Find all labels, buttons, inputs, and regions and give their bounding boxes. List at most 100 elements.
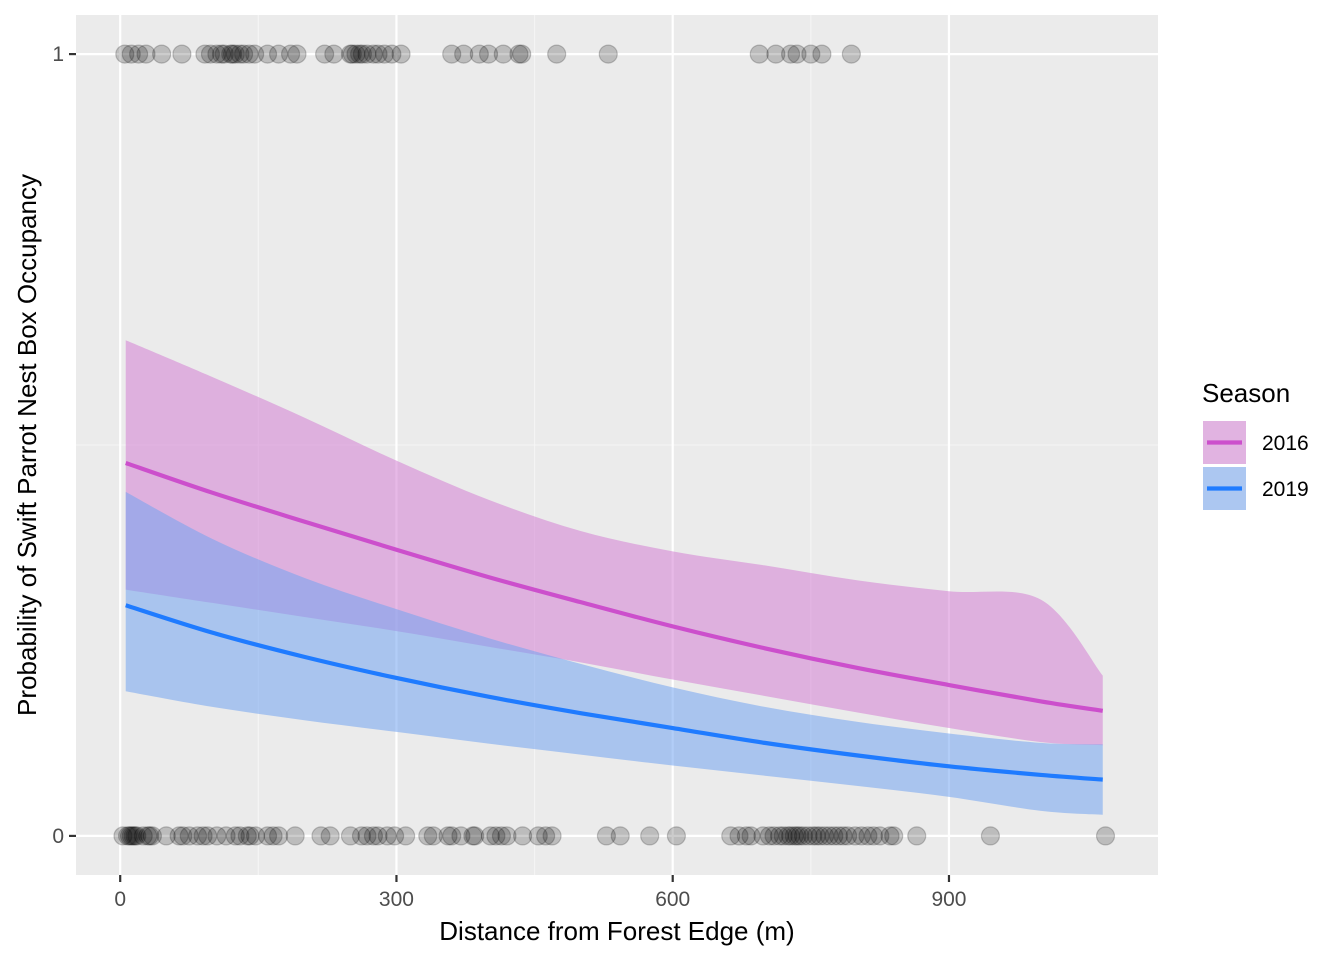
- point-occupied: [382, 44, 402, 64]
- legend-title: Season: [1202, 378, 1290, 408]
- point-unoccupied: [173, 826, 193, 846]
- x-tick-label: 300: [379, 888, 414, 911]
- point-occupied: [287, 44, 307, 64]
- point-occupied: [221, 44, 241, 64]
- point-unoccupied: [1095, 826, 1116, 846]
- point-unoccupied: [357, 826, 377, 846]
- point-unoccupied: [819, 826, 839, 846]
- point-unoccupied: [368, 826, 388, 846]
- point-occupied: [195, 44, 215, 64]
- point-unoccupied: [815, 826, 835, 846]
- point-unoccupied: [385, 826, 405, 846]
- point-occupied: [391, 44, 411, 64]
- point-occupied: [342, 44, 362, 64]
- point-unoccupied: [138, 826, 158, 846]
- point-unoccupied: [769, 826, 790, 846]
- point-unoccupied: [351, 826, 372, 846]
- point-unoccupied: [851, 826, 872, 846]
- point-unoccupied: [790, 826, 810, 846]
- point-occupied: [469, 44, 489, 64]
- point-unoccupied: [833, 826, 853, 846]
- y-tick-label: 1: [52, 43, 64, 66]
- point-occupied: [200, 44, 221, 64]
- point-unoccupied: [729, 826, 749, 846]
- point-unoccupied: [142, 826, 163, 846]
- point-unoccupied: [465, 826, 485, 846]
- point-occupied: [478, 44, 499, 64]
- point-occupied: [547, 44, 567, 64]
- line-2019: [125, 603, 1103, 782]
- point-occupied: [268, 44, 289, 64]
- point-occupied: [598, 44, 618, 64]
- point-occupied: [352, 44, 372, 64]
- point-occupied: [509, 44, 529, 64]
- point-unoccupied: [780, 826, 801, 846]
- point-occupied: [801, 44, 821, 64]
- point-unoccupied: [121, 826, 141, 846]
- point-occupied: [346, 44, 366, 64]
- point-unoccupied: [640, 826, 660, 846]
- point-unoccupied: [127, 826, 147, 846]
- point-unoccupied: [133, 826, 153, 846]
- point-unoccupied: [880, 826, 900, 846]
- point-occupied: [257, 44, 278, 64]
- point-occupied: [340, 44, 361, 64]
- point-occupied: [211, 44, 232, 64]
- point-occupied: [222, 44, 243, 64]
- point-unoccupied: [119, 826, 140, 846]
- point-unoccupied: [828, 826, 849, 846]
- legend: Season 2016 2019: [1202, 378, 1309, 510]
- point-occupied: [787, 44, 807, 64]
- point-unoccupied: [363, 826, 384, 846]
- point-unoccupied: [207, 826, 227, 846]
- point-unoccupied: [491, 826, 512, 846]
- point-unoccupied: [179, 826, 199, 846]
- legend-label-2016: 2016: [1262, 432, 1309, 455]
- point-unoccupied: [187, 826, 208, 846]
- x-tick-label: 900: [931, 888, 966, 911]
- point-unoccupied: [268, 826, 289, 846]
- point-unoccupied: [193, 826, 213, 846]
- ribbon-2019: [125, 491, 1103, 815]
- point-unoccupied: [787, 826, 807, 846]
- point-unoccupied: [237, 826, 257, 846]
- point-unoccupied: [156, 826, 176, 846]
- point-unoccupied: [858, 826, 878, 846]
- line-2016: [125, 460, 1104, 713]
- point-unoccupied: [113, 826, 133, 846]
- point-unoccupied: [140, 826, 160, 846]
- point-unoccupied: [793, 826, 814, 846]
- point-occupied: [280, 44, 301, 64]
- point-unoccupied: [123, 826, 143, 846]
- point-occupied: [315, 44, 335, 64]
- point-unoccupied: [463, 826, 483, 846]
- point-unoccupied: [340, 826, 361, 846]
- point-occupied: [225, 44, 245, 64]
- point-unoccupied: [764, 826, 784, 846]
- point-unoccupied: [536, 826, 556, 846]
- point-occupied: [749, 44, 769, 64]
- legend-label-2019: 2019: [1262, 478, 1309, 501]
- point-occupied: [841, 44, 861, 64]
- point-occupied: [368, 44, 388, 64]
- point-unoccupied: [257, 826, 278, 846]
- point-unoccupied: [884, 826, 904, 846]
- point-unoccupied: [225, 826, 245, 846]
- point-unoccupied: [125, 826, 145, 846]
- point-unoccupied: [610, 826, 630, 846]
- point-unoccupied: [423, 826, 443, 846]
- observation-points: [113, 44, 1116, 846]
- point-unoccupied: [784, 826, 804, 846]
- point-unoccupied: [263, 826, 283, 846]
- point-unoccupied: [396, 826, 416, 846]
- confidence-ribbons: [125, 340, 1103, 815]
- point-unoccupied: [528, 826, 548, 846]
- point-unoccupied: [798, 826, 818, 846]
- point-occupied: [129, 44, 149, 64]
- y-axis-title: Probability of Swift Parrot Nest Box Occ…: [12, 174, 42, 716]
- point-unoccupied: [513, 826, 533, 846]
- point-unoccupied: [438, 826, 458, 846]
- point-unoccupied: [824, 826, 844, 846]
- point-unoccupied: [486, 826, 506, 846]
